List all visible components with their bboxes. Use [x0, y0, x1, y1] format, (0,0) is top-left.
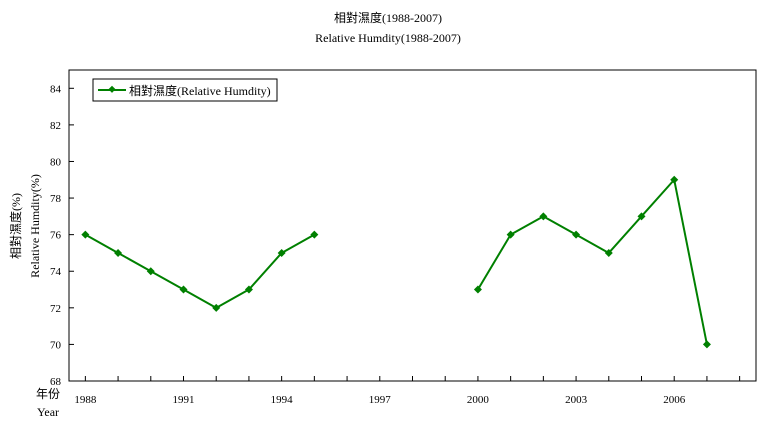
data-point: [114, 248, 123, 257]
series-humidity: [81, 175, 711, 349]
plot-area: [68, 69, 757, 382]
y-tick-label: 74: [50, 266, 62, 278]
data-point: [277, 248, 286, 257]
x-tick-label: 1988: [74, 394, 97, 406]
data-point: [473, 285, 482, 294]
data-point: [146, 267, 155, 276]
legend-box: [92, 78, 278, 102]
legend: 相對濕度(Relative Humdity): [92, 78, 278, 102]
y-axis-label-zh: 相對濕度(%): [8, 193, 23, 259]
data-point: [702, 340, 711, 349]
data-point: [179, 285, 188, 294]
x-tick-label: 1994: [271, 394, 294, 406]
data-point: [604, 248, 613, 257]
x-tick-label: 1997: [369, 394, 392, 406]
y-tick-label: 80: [50, 156, 62, 168]
y-axis: 68 70 72 74 76 78 80 82 84: [50, 83, 74, 388]
x-tick-label: 2006: [663, 394, 686, 406]
legend-label: 相對濕度(Relative Humdity): [129, 83, 271, 98]
y-tick-label: 70: [50, 339, 62, 351]
x-tick-label: 1991: [173, 394, 195, 406]
data-point: [670, 175, 679, 184]
data-point: [572, 230, 581, 239]
data-point: [637, 212, 646, 221]
y-tick-label: 82: [50, 120, 61, 132]
data-point: [539, 212, 548, 221]
data-point: [212, 303, 221, 312]
y-tick-label: 76: [50, 230, 62, 242]
series-line: [477, 178, 708, 345]
data-point: [506, 230, 515, 239]
data-point: [310, 230, 319, 239]
y-tick-label: 84: [50, 83, 62, 95]
legend-marker: [108, 85, 116, 93]
chart-title: 相對濕度(1988-2007): [334, 10, 442, 25]
x-axis: 1988 1991 1994 1997 2000 2003 2006: [74, 376, 741, 406]
x-tick-label: 2003: [565, 394, 588, 406]
x-tick-label: 2000: [467, 394, 490, 406]
x-axis-label-en: Year: [37, 405, 59, 419]
y-tick-label: 68: [50, 376, 62, 388]
data-point: [244, 285, 253, 294]
y-tick-label: 72: [50, 303, 61, 315]
y-tick-label: 78: [50, 193, 62, 205]
data-point: [81, 230, 90, 239]
x-axis-label-zh: 年份: [36, 387, 60, 401]
series-line: [84, 233, 315, 309]
y-axis-label-en: Relative Humdity(%): [28, 174, 42, 278]
chart-subtitle: Relative Humdity(1988-2007): [315, 31, 461, 45]
